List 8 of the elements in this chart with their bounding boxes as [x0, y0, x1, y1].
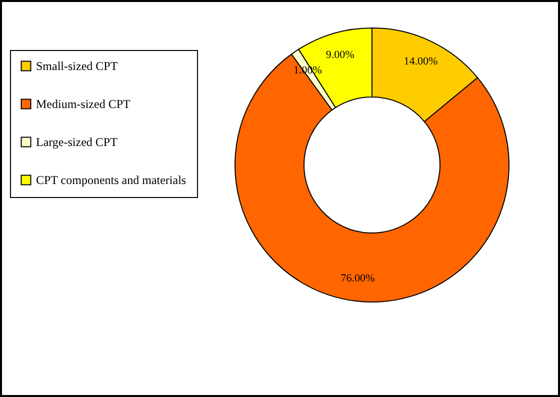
legend-label: Medium-sized CPT	[36, 97, 131, 111]
legend-label: Small-sized CPT	[36, 59, 118, 73]
data-label: 1.00%	[293, 64, 322, 76]
data-label: 9.00%	[326, 49, 354, 62]
data-label: 76.00%	[340, 272, 375, 285]
data-label: 14.00%	[404, 55, 438, 68]
legend-label: Large-sized CPT	[36, 135, 118, 149]
legend-label: CPT components and materials	[36, 173, 186, 187]
